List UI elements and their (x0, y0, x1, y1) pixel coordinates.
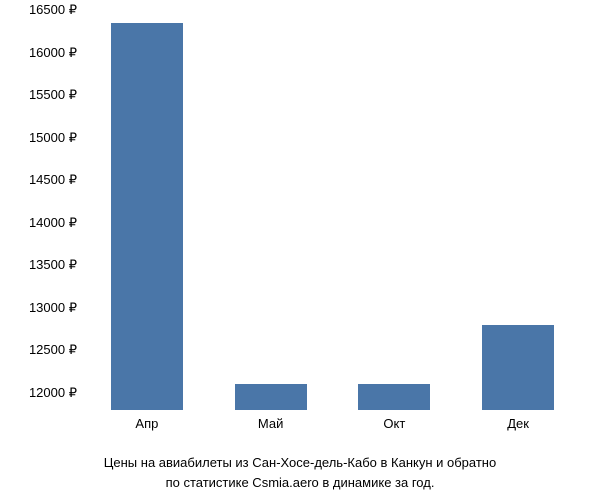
bar (482, 325, 554, 410)
y-tick-label: 13000 ₽ (29, 300, 77, 316)
x-tick-label: Май (258, 416, 283, 431)
x-tick-label: Окт (383, 416, 405, 431)
y-tick-label: 15500 ₽ (29, 87, 77, 103)
x-axis: Апр Май Окт Дек (85, 410, 580, 440)
y-tick-label: 13500 ₽ (29, 257, 77, 273)
y-tick-label: 12000 ₽ (29, 385, 77, 401)
x-tick-label: Апр (135, 416, 158, 431)
bar (235, 384, 307, 410)
x-tick-label: Дек (507, 416, 529, 431)
y-tick-label: 15000 ₽ (29, 130, 77, 146)
caption-line-2: по статистике Csmia.aero в динамике за г… (166, 475, 435, 490)
caption-line-1: Цены на авиабилеты из Сан-Хосе-дель-Кабо… (104, 455, 496, 470)
y-tick-label: 16000 ₽ (29, 45, 77, 61)
bar (111, 23, 183, 410)
price-chart: 12000 ₽ 12500 ₽ 13000 ₽ 13500 ₽ 14000 ₽ 14500… (10, 10, 580, 440)
y-axis: 12000 ₽ 12500 ₽ 13000 ₽ 13500 ₽ 14000 ₽ 14500… (10, 10, 85, 410)
y-tick-label: 14000 ₽ (29, 215, 77, 231)
y-tick-label: 16500 ₽ (29, 2, 77, 18)
plot-area (85, 10, 580, 410)
y-tick-label: 12500 ₽ (29, 342, 77, 358)
bar (358, 384, 430, 410)
y-tick-label: 14500 ₽ (29, 172, 77, 188)
chart-caption: Цены на авиабилеты из Сан-Хосе-дель-Кабо… (0, 453, 600, 492)
